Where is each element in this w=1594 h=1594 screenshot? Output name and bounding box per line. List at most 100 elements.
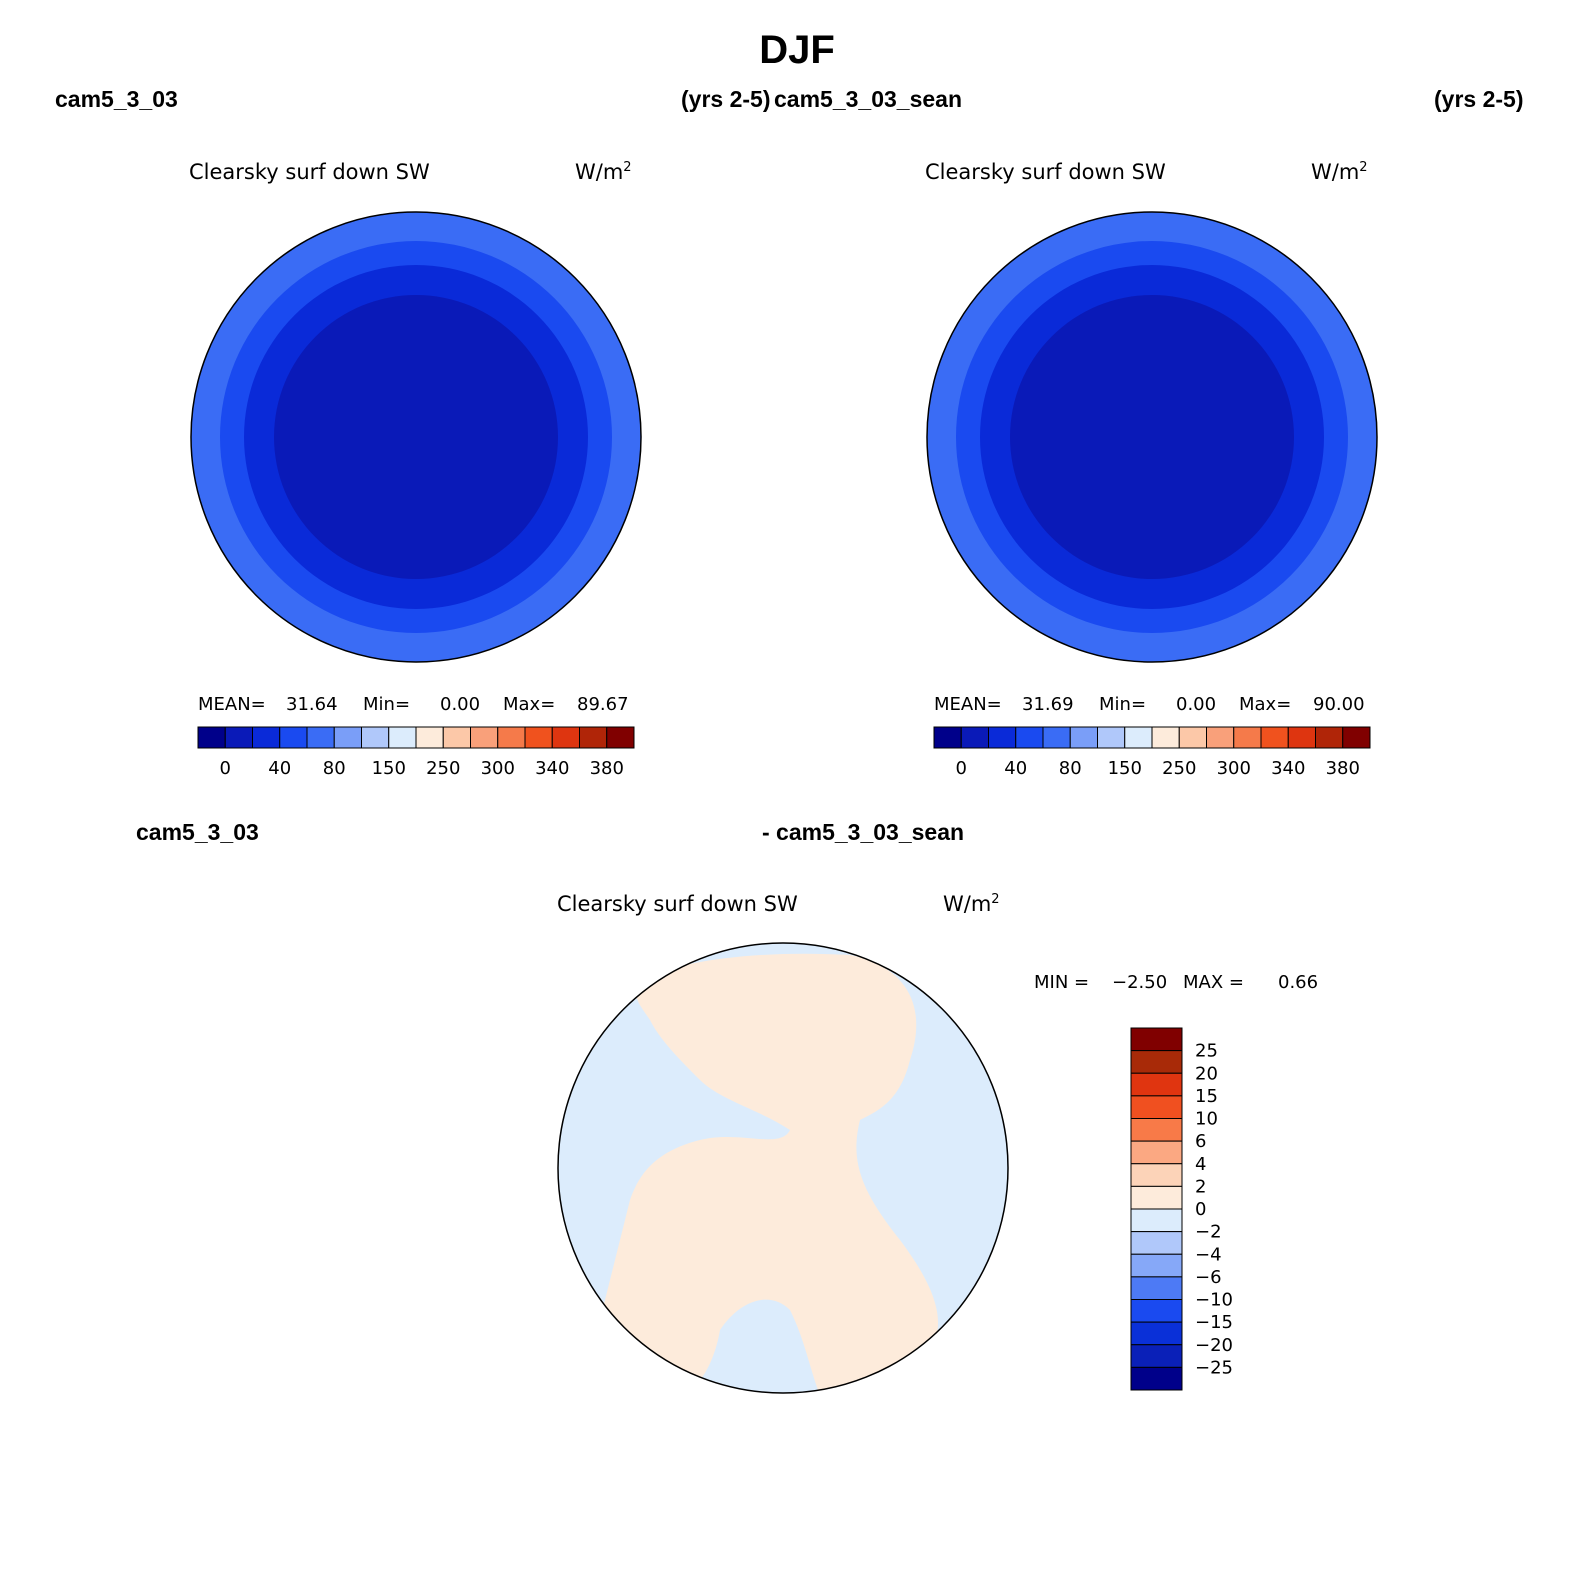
panel2-map-border — [926, 211, 1378, 663]
panel1-colorbar-box-10 — [470, 726, 499, 749]
panel1-colorbar-box-2 — [252, 726, 281, 749]
diff-colorbar-tick-label: −20 — [1195, 1335, 1233, 1356]
panel1-variable-label: Clearsky surf down SW — [189, 160, 430, 184]
diff-colorbar-tick-label: −4 — [1195, 1244, 1222, 1265]
panel2-min-value: 0.00 — [1176, 694, 1217, 715]
figure-title: DJF — [759, 28, 835, 72]
panel2-variable-label: Clearsky surf down SW — [925, 160, 1166, 184]
panel2-units-label: W/m2 — [1311, 160, 1368, 184]
panel2-colorbar-box-10 — [1206, 726, 1235, 749]
diff-colorbar-tick-label: 15 — [1195, 1086, 1218, 1107]
diff-colorbar-tick-label: −10 — [1195, 1290, 1233, 1311]
panel1-colorbar-tick-label: 380 — [590, 758, 624, 779]
panel1-colorbar: 0 40 80 150 250 300 340 380 — [197, 726, 635, 779]
panel2-colorbar-box-8 — [1151, 726, 1180, 749]
diff-colorbar-tick-label: −25 — [1195, 1357, 1233, 1378]
panel1-colorbar-tick-label: 40 — [268, 758, 291, 779]
diff-land-region — [600, 953, 938, 1393]
diff-colorbar-tick-label: 25 — [1195, 1041, 1218, 1062]
diff-units-label: W/m2 — [943, 892, 1000, 916]
panel2-mean-value: 31.69 — [1022, 694, 1074, 715]
panel2-max-value: 90.00 — [1313, 694, 1365, 715]
diff-colorbar-tick-label: −15 — [1195, 1312, 1233, 1333]
panel1-contour-band-3 — [274, 295, 558, 579]
diff-colorbar-tick-label: 10 — [1195, 1109, 1218, 1130]
panel2-colorbar-box-9 — [1178, 726, 1207, 749]
panel2-colorbar-tick-label: 40 — [1004, 758, 1027, 779]
panel2-colorbar-box-3 — [1015, 726, 1044, 749]
panel1-colorbar-tick-label: 340 — [535, 758, 569, 779]
diff-colorbar-box-0 — [1130, 1027, 1183, 1052]
diff-colorbar-tick-label: 4 — [1195, 1154, 1206, 1175]
panel2-colorbar-tick-label: 250 — [1162, 758, 1196, 779]
panel1-mean-label: MEAN= — [198, 694, 266, 715]
diff-min-label: MIN = — [1034, 972, 1090, 993]
panel1-colorbar-box-1 — [224, 726, 253, 749]
panel2-colorbar-tick-label: 340 — [1271, 758, 1305, 779]
panel1-colorbar-tick-label: 250 — [426, 758, 460, 779]
panel2-colorbar-box-11 — [1233, 726, 1262, 749]
panel1-colorbar-box-7 — [388, 726, 417, 749]
panel2-colorbar-box-14 — [1315, 726, 1344, 749]
panel1-colorbar-box-0 — [197, 726, 226, 749]
panel2-colorbar-tick-label: 300 — [1217, 758, 1251, 779]
diff-map-border — [557, 942, 1009, 1394]
diff-colorbar-box-8 — [1130, 1208, 1183, 1233]
panel1-min-value: 0.00 — [440, 694, 481, 715]
diff-colorbar-tick-label: −6 — [1195, 1267, 1222, 1288]
panel2-colorbar-box-13 — [1287, 726, 1316, 749]
panel2-colorbar-box-4 — [1042, 726, 1071, 749]
panel2-colorbar-tick-label: 150 — [1108, 758, 1142, 779]
panel2-colorbar-tick-label: 80 — [1059, 758, 1082, 779]
panel1-colorbar-box-12 — [524, 726, 553, 749]
diff-colorbar-box-15 — [1130, 1366, 1183, 1391]
diff-colorbar-box-7 — [1130, 1185, 1183, 1210]
panel2-colorbar-box-6 — [1097, 726, 1126, 749]
diff-colorbar-box-6 — [1130, 1163, 1183, 1187]
diff-colorbar-box-2 — [1130, 1072, 1183, 1097]
panel1-colorbar-box-11 — [497, 726, 526, 749]
diff-min-value: −2.50 — [1112, 972, 1168, 993]
panel1-min-label: Min= — [363, 694, 411, 715]
panel2-colorbar-tick-label: 380 — [1326, 758, 1360, 779]
diff-colorbar-tick-label: 0 — [1195, 1199, 1206, 1220]
panel2-years-label: (yrs 2-5) — [1434, 86, 1524, 112]
panel2-colorbar-box-12 — [1260, 726, 1289, 749]
diff-colorbar-box-1 — [1130, 1050, 1183, 1074]
panel1-case-label: cam5_3_03 — [55, 86, 178, 112]
panel2-contour-band-3 — [1010, 295, 1294, 579]
panel1-colorbar-box-6 — [361, 726, 390, 749]
panel2-colorbar: 0 40 80 150 250 300 340 380 — [933, 726, 1371, 779]
panel1-years-label: (yrs 2-5) — [681, 86, 771, 112]
panel2-colorbar-box-7 — [1124, 726, 1153, 749]
panel2-colorbar-box-2 — [988, 726, 1017, 749]
panel1-units-label: W/m2 — [575, 160, 632, 184]
diff-colorbar-box-11 — [1130, 1276, 1183, 1300]
panel1-colorbar-box-9 — [442, 726, 471, 749]
diff-variable-label: Clearsky surf down SW — [557, 892, 798, 916]
diff-colorbar-box-9 — [1130, 1231, 1183, 1255]
panel2-case-label: cam5_3_03_sean — [774, 86, 962, 112]
panel2-mean-label: MEAN= — [934, 694, 1002, 715]
diff-colorbar-tick-label: −2 — [1195, 1222, 1222, 1243]
panel1-colorbar-tick-label: 0 — [220, 758, 231, 779]
panel1-colorbar-tick-label: 80 — [323, 758, 346, 779]
panel2-map — [926, 211, 1378, 663]
diff-colorbar-box-5 — [1130, 1140, 1183, 1165]
panel1-colorbar-tick-label: 300 — [481, 758, 515, 779]
diff-max-value: 0.66 — [1278, 972, 1319, 993]
panel2-colorbar-box-5 — [1069, 726, 1098, 749]
diff-colorbar-box-12 — [1130, 1299, 1183, 1323]
panel2-colorbar-box-15 — [1342, 726, 1371, 749]
panel1-colorbar-box-13 — [551, 726, 580, 749]
panel1-max-value: 89.67 — [577, 694, 629, 715]
diff-case-a-label: cam5_3_03 — [136, 819, 259, 845]
diff-colorbar-box-10 — [1130, 1253, 1183, 1278]
panel1-map — [190, 211, 642, 663]
panel1-colorbar-box-5 — [333, 726, 362, 749]
diff-max-label: MAX = — [1183, 972, 1244, 993]
panel2-min-label: Min= — [1099, 694, 1147, 715]
panel2-colorbar-box-0 — [933, 726, 962, 749]
